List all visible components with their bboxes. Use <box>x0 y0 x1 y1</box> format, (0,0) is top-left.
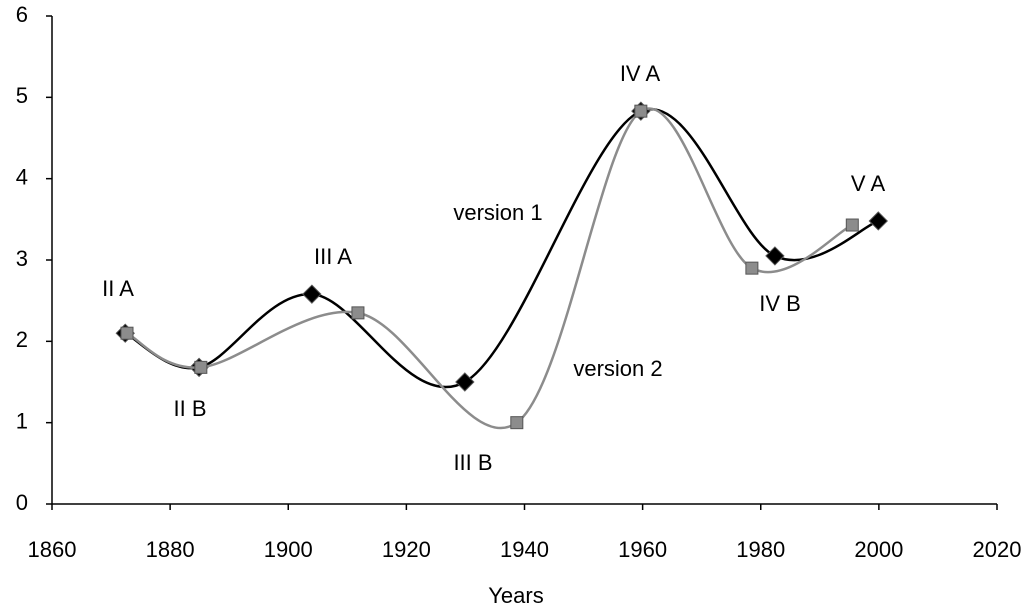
annotation: V A <box>851 171 886 196</box>
point <box>765 246 785 266</box>
x-tick-label: 2020 <box>973 537 1022 562</box>
y-tick-label: 6 <box>16 2 28 27</box>
y-tick-label: 4 <box>16 164 28 189</box>
x-tick-label: 2000 <box>854 537 903 562</box>
y-tick-label: 1 <box>16 408 28 433</box>
point <box>634 104 648 118</box>
annotation: IV A <box>620 61 661 86</box>
x-tick-label: 1960 <box>618 537 667 562</box>
y-tick-label: 0 <box>16 490 28 515</box>
point <box>745 261 759 275</box>
series-label: version 1 <box>453 200 542 225</box>
series-line <box>126 107 853 430</box>
y-tick-label: 5 <box>16 83 28 108</box>
point <box>845 218 859 232</box>
x-tick-label: 1980 <box>736 537 785 562</box>
y-tick-label: 2 <box>16 327 28 352</box>
x-tick-label: 1900 <box>264 537 313 562</box>
x-axis-label: Years <box>488 583 543 608</box>
point <box>120 326 134 340</box>
x-tick-label: 1860 <box>28 537 77 562</box>
annotation: II A <box>102 276 134 301</box>
series-label: version 2 <box>573 356 662 381</box>
point <box>455 372 475 392</box>
annotation: III A <box>314 244 352 269</box>
point <box>302 284 322 304</box>
point <box>351 306 365 320</box>
point <box>194 360 208 374</box>
x-tick-label: 1880 <box>146 537 195 562</box>
x-tick-label: 1940 <box>500 537 549 562</box>
annotation: II B <box>173 396 206 421</box>
y-tick-label: 3 <box>16 246 28 271</box>
annotation: III B <box>453 450 492 475</box>
point <box>510 416 524 430</box>
x-tick-label: 1920 <box>382 537 431 562</box>
point <box>868 211 888 231</box>
series-line <box>124 107 879 389</box>
annotation: IV B <box>759 291 801 316</box>
